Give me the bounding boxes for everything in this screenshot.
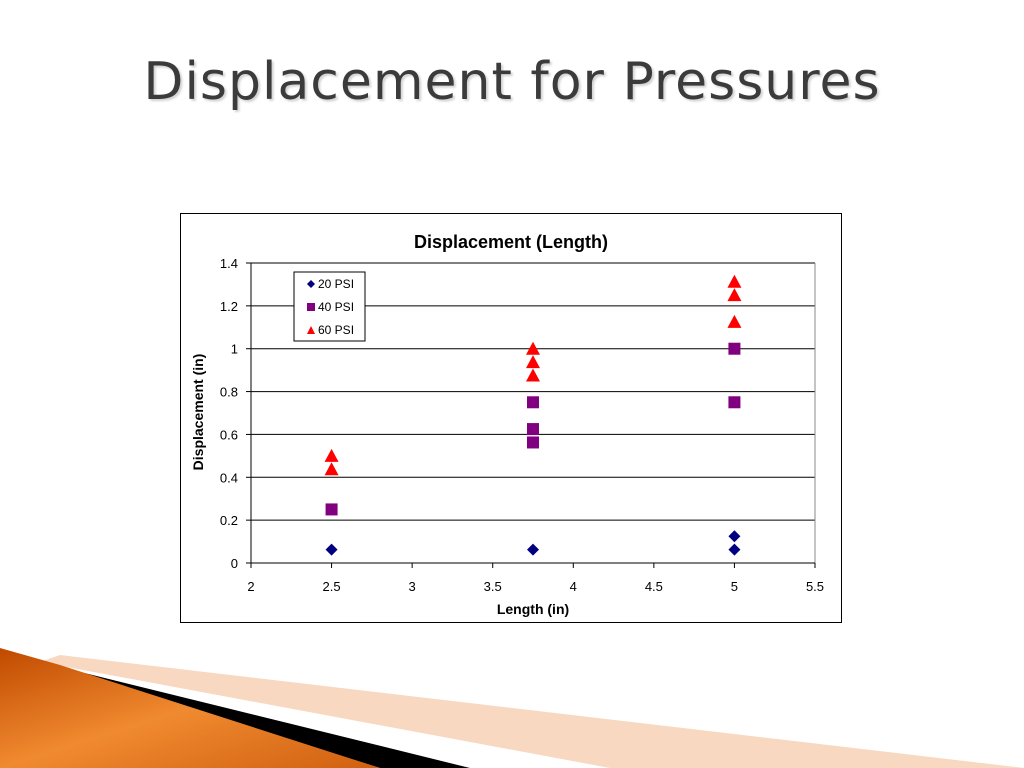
legend-label-20-psi: 20 PSI: [318, 277, 354, 291]
axes: [246, 262, 816, 568]
legend-label-60-psi: 60 PSI: [318, 323, 354, 337]
y-tick-label: 1: [231, 342, 238, 357]
y-tick-label: 1.4: [220, 256, 238, 271]
x-tick-label: 4: [570, 579, 577, 594]
y-tick-label: 0.4: [220, 470, 238, 485]
x-tick-label: 2.5: [323, 579, 341, 594]
x-tick-label: 4.5: [645, 579, 663, 594]
x-tick-label: 5.5: [806, 579, 824, 594]
point-60-psi: [727, 288, 742, 302]
y-tick-label: 0: [231, 556, 238, 571]
legend-marker-20-psi: [307, 280, 315, 288]
chart-title: Displacement (Length): [414, 232, 608, 252]
point-60-psi: [526, 355, 540, 369]
legend-label-40-psi: 40 PSI: [318, 300, 354, 314]
point-40-psi: [527, 436, 539, 449]
x-tick-label: 3.5: [484, 579, 502, 594]
y-tick-label: 1.2: [220, 299, 238, 314]
point-20-psi: [325, 543, 338, 556]
data-points: [324, 274, 742, 556]
point-40-psi: [325, 503, 338, 516]
point-20-psi: [527, 543, 539, 556]
point-60-psi: [324, 448, 339, 462]
point-40-psi: [527, 396, 539, 409]
legend-marker-60-psi: [307, 326, 315, 334]
point-60-psi: [526, 341, 540, 355]
point-60-psi: [324, 462, 339, 476]
point-20-psi: [728, 530, 741, 543]
slide-title: Displacement for Pressures: [143, 52, 881, 112]
y-tick-label: 0.2: [220, 513, 238, 528]
legend-box: [293, 271, 366, 342]
legend: 20 PSI 40 PSI 60 PSI: [293, 271, 366, 342]
x-axis-label: Length (in): [497, 601, 569, 617]
point-40-psi: [728, 342, 741, 355]
y-tick-label: 0.8: [220, 385, 238, 400]
legend-marker-40-psi: [307, 303, 315, 311]
point-60-psi: [727, 274, 742, 288]
point-40-psi: [527, 423, 539, 436]
x-tick-label: 3: [409, 579, 416, 594]
x-tick-label: 2: [247, 579, 254, 594]
point-60-psi: [526, 368, 540, 382]
x-tick-label: 5: [731, 579, 738, 594]
tick-labels: 0 0.2 0.4 0.6 0.8 1 1.2 1.4 2 2.5 3 3.5 4 4.5 5 5.5: [220, 256, 824, 594]
point-40-psi: [728, 396, 741, 409]
point-20-psi: [728, 543, 741, 556]
point-60-psi: [727, 314, 742, 328]
y-tick-label: 0.6: [220, 427, 238, 442]
y-axis-label: Displacement (in): [190, 354, 206, 471]
